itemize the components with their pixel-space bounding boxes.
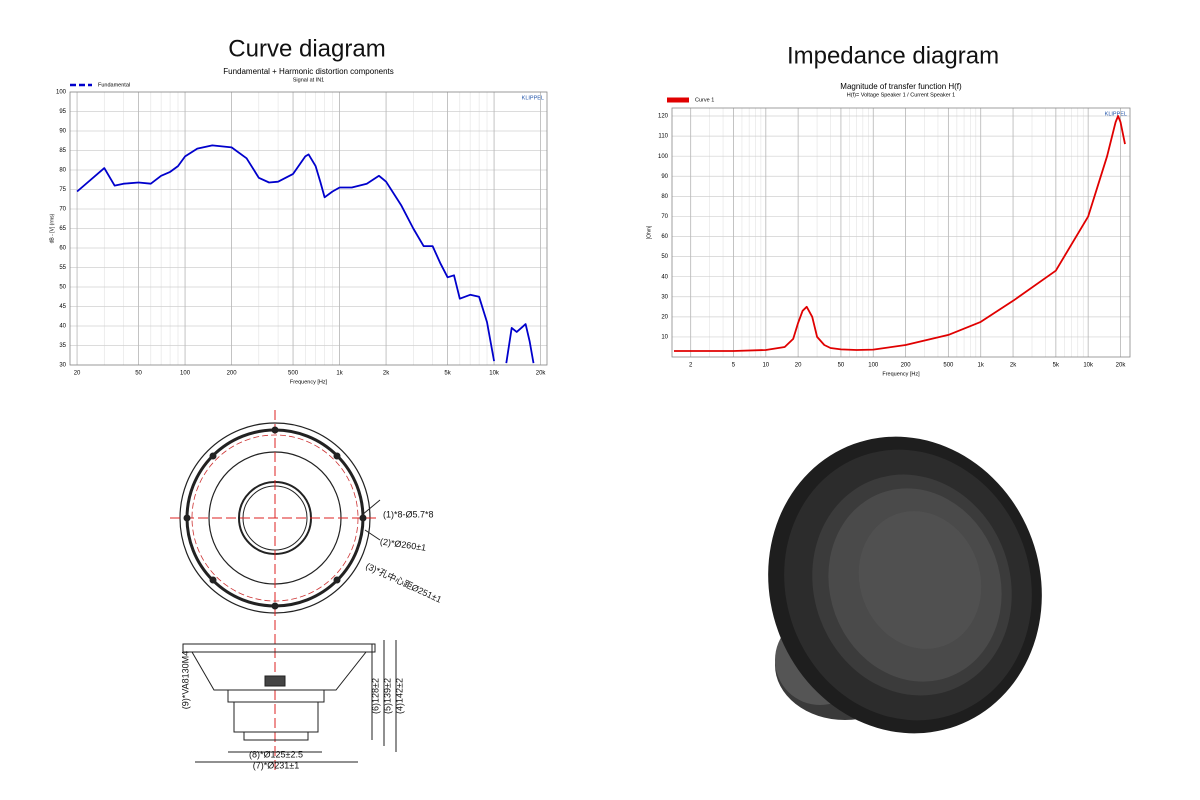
x-tick-label: 2k [1010, 363, 1017, 369]
drawing-label: (8)*Ø125±2.5 [249, 749, 303, 759]
x-tick-label: 2k [383, 371, 390, 377]
y-tick-label: 55 [59, 265, 66, 271]
chart-title: Fundamental + Harmonic distortion compon… [223, 67, 394, 76]
heading: Impedance diagram [787, 42, 999, 69]
brand: KLIPPEL [1105, 111, 1127, 117]
drawing-label: (4)142±2 [394, 678, 404, 714]
y-tick-label: 90 [661, 174, 668, 180]
legend-label: Curve 1 [695, 97, 714, 103]
x-tick-label: 100 [180, 371, 191, 377]
x-tick-label: 10k [1083, 363, 1094, 369]
y-tick-label: 95 [59, 109, 66, 115]
x-tick-label: 100 [868, 363, 879, 369]
x-tick-label: 10 [762, 363, 769, 369]
technical-drawing [170, 410, 397, 770]
chart-background [48, 65, 565, 386]
y-axis-label: [Ohm] [646, 225, 652, 239]
y-tick-label: 50 [661, 254, 668, 260]
heading: Curve diagram [228, 35, 385, 62]
x-tick-label: 20k [1116, 363, 1127, 369]
x-tick-label: 5k [1053, 363, 1060, 369]
y-tick-label: 30 [59, 363, 66, 369]
drawing-label: (1)*8-Ø5.7*8 [383, 509, 434, 519]
drawing-label: (6)128±2 [370, 678, 380, 714]
brand: KLIPPEL [522, 95, 544, 101]
y-tick-label: 60 [661, 234, 668, 240]
x-tick-label: 50 [838, 363, 845, 369]
y-tick-label: 100 [56, 90, 67, 96]
legend-swatch [667, 97, 689, 103]
y-tick-label: 70 [661, 214, 668, 220]
x-tick-label: 2 [689, 363, 693, 369]
chart-title: Magnitude of transfer function H(f) [840, 82, 962, 91]
x-tick-label: 500 [288, 371, 299, 377]
legend-label: Fundamental [98, 82, 130, 88]
y-tick-label: 50 [59, 285, 66, 291]
x-tick-label: 500 [943, 363, 954, 369]
y-tick-label: 100 [658, 154, 669, 160]
chart-background [645, 80, 1142, 378]
x-tick-label: 20 [795, 363, 802, 369]
speaker-photo [768, 436, 1042, 734]
y-tick-label: 80 [661, 194, 668, 200]
plot-frame [69, 91, 548, 366]
series-line [76, 144, 535, 364]
y-tick-label: 70 [59, 207, 66, 213]
y-tick-label: 10 [661, 334, 668, 340]
y-tick-label: 20 [661, 314, 668, 320]
x-tick-label: 20 [74, 371, 81, 377]
y-tick-label: 85 [59, 148, 66, 154]
y-tick-label: 40 [59, 324, 66, 330]
y-tick-label: 60 [59, 246, 66, 252]
x-tick-label: 50 [135, 371, 142, 377]
series-line [674, 115, 1126, 352]
chart-subtitle: H(f)= Voltage Speaker 1 / Current Speake… [847, 92, 955, 98]
x-tick-label: 1k [978, 363, 985, 369]
drawing-label: (7)*Ø231±1 [253, 760, 299, 770]
drawing-label: (2)*Ø260±1 [379, 536, 426, 552]
x-tick-label: 1k [336, 371, 343, 377]
y-tick-label: 75 [59, 187, 66, 193]
x-tick-label: 200 [227, 371, 238, 377]
y-axis-label: dB - [V] (rms) [49, 213, 55, 243]
y-tick-label: 30 [661, 294, 668, 300]
chart-subtitle: Signal at IN1 [293, 77, 325, 83]
y-tick-label: 120 [658, 114, 669, 120]
drawing-label: (9)*VA8130M4 [180, 651, 190, 709]
y-tick-label: 35 [59, 343, 66, 349]
plot-frame [671, 107, 1131, 358]
y-tick-label: 45 [59, 304, 66, 310]
drawing-label: (5)139±2 [382, 678, 392, 714]
x-tick-label: 5k [444, 371, 451, 377]
x-tick-label: 5 [732, 363, 736, 369]
drawing-label: (3)*孔中心距Ø251±1 [364, 560, 443, 605]
x-tick-label: 200 [901, 363, 912, 369]
x-axis-label: Frequency [Hz] [882, 371, 920, 377]
x-tick-label: 20k [536, 371, 547, 377]
y-tick-label: 40 [661, 274, 668, 280]
y-tick-label: 65 [59, 226, 66, 232]
x-tick-label: 10k [489, 371, 500, 377]
y-tick-label: 110 [658, 134, 668, 140]
y-tick-label: 80 [59, 168, 66, 174]
y-tick-label: 90 [59, 129, 66, 135]
x-axis-label: Frequency [Hz] [290, 379, 328, 385]
